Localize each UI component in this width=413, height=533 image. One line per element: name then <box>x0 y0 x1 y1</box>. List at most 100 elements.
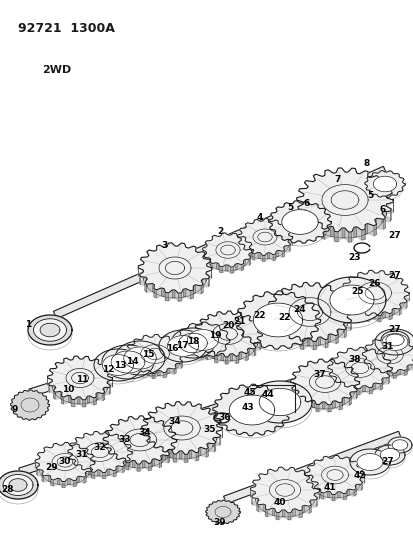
Polygon shape <box>267 253 269 259</box>
Polygon shape <box>68 438 132 479</box>
Polygon shape <box>315 404 318 411</box>
Polygon shape <box>353 385 354 394</box>
Polygon shape <box>176 322 229 358</box>
Polygon shape <box>309 500 310 508</box>
Polygon shape <box>154 442 155 451</box>
Polygon shape <box>80 465 82 472</box>
Polygon shape <box>381 378 382 385</box>
Polygon shape <box>368 387 371 394</box>
Polygon shape <box>311 487 313 495</box>
Text: 44: 44 <box>261 391 274 400</box>
Polygon shape <box>376 368 379 374</box>
Text: 33: 33 <box>119 435 131 445</box>
Polygon shape <box>259 341 260 350</box>
Polygon shape <box>68 395 70 403</box>
Polygon shape <box>321 228 324 239</box>
Polygon shape <box>137 464 140 471</box>
Polygon shape <box>179 357 180 364</box>
Polygon shape <box>87 396 89 403</box>
Polygon shape <box>391 440 407 450</box>
Polygon shape <box>318 488 320 495</box>
Polygon shape <box>247 348 249 356</box>
Text: 27: 27 <box>388 326 400 335</box>
Polygon shape <box>198 447 200 456</box>
Polygon shape <box>141 410 222 463</box>
Polygon shape <box>94 349 142 381</box>
Polygon shape <box>109 385 110 394</box>
Polygon shape <box>311 400 314 408</box>
Polygon shape <box>380 373 383 378</box>
Polygon shape <box>138 367 140 373</box>
Polygon shape <box>312 341 316 350</box>
Polygon shape <box>271 326 273 336</box>
Polygon shape <box>68 431 132 473</box>
Text: 5: 5 <box>286 203 292 212</box>
Polygon shape <box>344 386 347 393</box>
Polygon shape <box>0 471 38 499</box>
Polygon shape <box>142 434 143 443</box>
Polygon shape <box>248 253 249 261</box>
Polygon shape <box>202 233 253 267</box>
Polygon shape <box>60 391 62 400</box>
Polygon shape <box>74 464 75 471</box>
Polygon shape <box>74 459 76 467</box>
Polygon shape <box>206 448 208 457</box>
Polygon shape <box>175 364 176 370</box>
Polygon shape <box>200 342 201 350</box>
Polygon shape <box>379 448 399 462</box>
Text: 1: 1 <box>25 320 31 329</box>
Polygon shape <box>262 255 264 261</box>
Polygon shape <box>148 463 151 471</box>
Polygon shape <box>412 363 413 370</box>
Polygon shape <box>243 249 245 256</box>
Polygon shape <box>335 376 336 384</box>
Polygon shape <box>161 288 164 297</box>
Polygon shape <box>253 343 254 351</box>
Polygon shape <box>279 333 281 342</box>
Text: 30: 30 <box>59 457 71 466</box>
Polygon shape <box>353 227 356 237</box>
Polygon shape <box>336 329 338 338</box>
Text: 7: 7 <box>334 175 340 184</box>
Polygon shape <box>245 353 248 361</box>
Polygon shape <box>247 381 311 423</box>
Polygon shape <box>349 392 350 400</box>
Polygon shape <box>387 437 411 453</box>
Polygon shape <box>212 351 214 359</box>
Polygon shape <box>373 176 396 192</box>
Polygon shape <box>71 399 74 407</box>
Polygon shape <box>160 455 162 463</box>
Polygon shape <box>297 207 298 219</box>
Polygon shape <box>317 277 385 323</box>
Polygon shape <box>178 293 181 301</box>
Polygon shape <box>389 313 391 320</box>
Polygon shape <box>159 459 161 467</box>
Polygon shape <box>123 347 156 369</box>
Polygon shape <box>193 285 195 294</box>
Polygon shape <box>173 454 176 462</box>
Polygon shape <box>102 345 154 379</box>
Polygon shape <box>139 274 140 285</box>
Polygon shape <box>359 478 360 486</box>
Polygon shape <box>169 449 172 458</box>
Polygon shape <box>138 251 211 301</box>
Polygon shape <box>365 315 368 321</box>
Polygon shape <box>300 341 303 349</box>
Text: 32: 32 <box>93 443 106 453</box>
Polygon shape <box>33 319 66 341</box>
Polygon shape <box>266 282 352 342</box>
Polygon shape <box>84 476 86 483</box>
Polygon shape <box>354 484 356 492</box>
Polygon shape <box>316 498 317 507</box>
Polygon shape <box>275 251 278 257</box>
Text: 5: 5 <box>366 190 372 199</box>
Polygon shape <box>77 397 80 404</box>
Polygon shape <box>36 467 37 475</box>
Polygon shape <box>171 328 214 358</box>
Polygon shape <box>141 402 222 455</box>
Polygon shape <box>356 389 359 395</box>
Text: 16: 16 <box>165 344 178 353</box>
Polygon shape <box>296 336 299 345</box>
Polygon shape <box>361 342 413 378</box>
Polygon shape <box>149 436 150 446</box>
